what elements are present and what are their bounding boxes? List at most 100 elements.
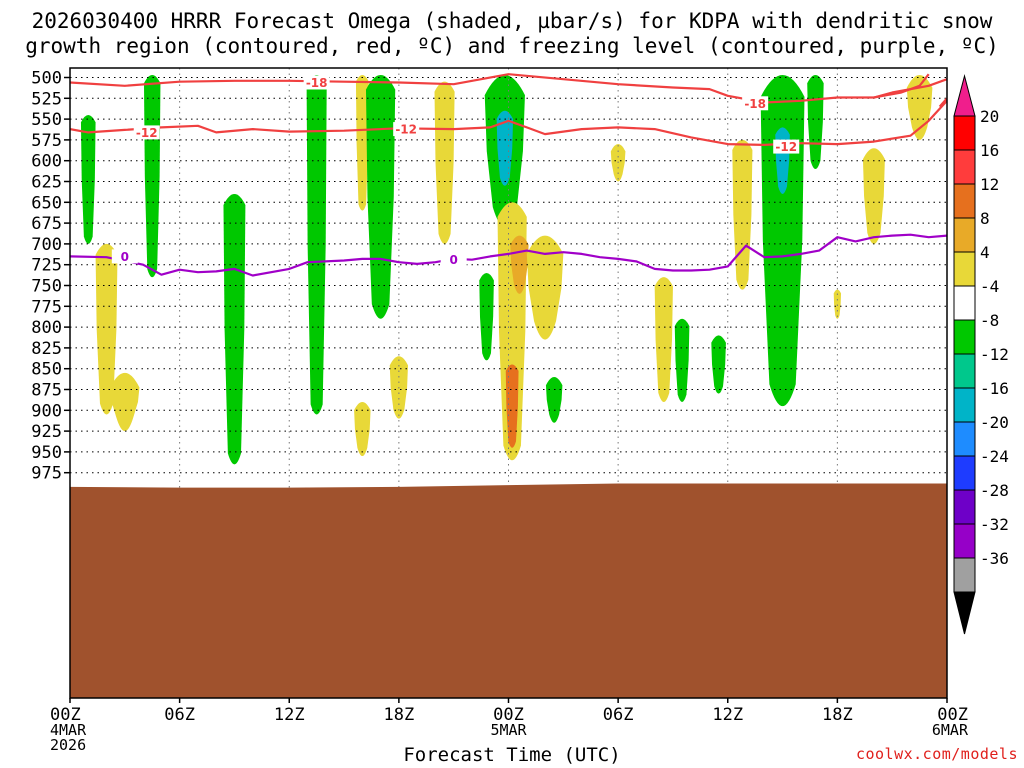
omega-shaded-region (80, 114, 96, 244)
contour-label-bg (742, 96, 769, 111)
colorbar-level-label: 16 (980, 141, 999, 160)
omega-shaded-region (354, 401, 371, 457)
y-tick-label: 875 (31, 381, 62, 401)
contour-label-bg (303, 75, 330, 90)
colorbar-swatch (953, 217, 976, 253)
omega-shaded-region (355, 75, 369, 211)
omega-shaded-region (223, 193, 246, 465)
gridlines (70, 68, 947, 698)
omega-shaded-region (479, 273, 494, 361)
colorbar-swatch (953, 149, 976, 185)
omega-shaded-region (110, 372, 140, 432)
colorbar: 20 16 12 8 4 -4 -8 -12 -16 -20 -24 -28 -32 -36 (953, 74, 1009, 635)
x-tick-label: 00Z (493, 705, 524, 725)
colorbar-level-label: -28 (980, 481, 1009, 500)
credit-text: coolwx.com/models (855, 745, 1018, 763)
omega-shaded-region (674, 318, 690, 402)
colorbar-level-label: -8 (980, 311, 999, 330)
colorbar-swatch (953, 455, 976, 491)
colorbar-level-label: -4 (980, 277, 999, 296)
chart-title-line-1: 2026030400 HRRR Forecast Omega (shaded, … (31, 9, 993, 33)
omega-shaded-region (545, 377, 563, 423)
y-tick-label: 800 (31, 318, 62, 338)
colorbar-level-label: 20 (980, 107, 999, 126)
x-tick-label: 00Z (937, 705, 968, 725)
contour-label: -12 (775, 140, 797, 154)
contour-label: -12 (136, 126, 158, 140)
colorbar-level-label: -32 (980, 515, 1009, 534)
colorbar-level-label: -12 (980, 345, 1009, 364)
y-tick-label: 725 (31, 256, 62, 276)
omega-shaded-region (862, 148, 885, 244)
omega-shading-layer (80, 75, 933, 465)
contour-line (70, 73, 947, 104)
x-tick-date-label: 6MAR (932, 721, 969, 739)
y-tick-label: 500 (31, 69, 62, 89)
x-tick-date-label: 2026 (50, 736, 86, 754)
contour-label: 0 (450, 253, 458, 267)
y-tick-label: 850 (31, 360, 62, 380)
y-tick-label: 625 (31, 173, 62, 193)
colorbar-swatch (953, 115, 976, 151)
terrain-ground (70, 483, 947, 698)
contour-line (70, 100, 947, 146)
colorbar-swatch (953, 421, 976, 457)
x-tick-label: 12Z (712, 705, 743, 725)
colorbar-swatch (953, 489, 976, 525)
contour-label-bg (393, 122, 420, 137)
y-tick-label: 975 (31, 464, 62, 484)
x-tick-date-label: 5MAR (490, 721, 527, 739)
omega-shaded-region (711, 335, 726, 394)
contour-layer: -18 -18 -12 -12 -12 0 0 (70, 73, 947, 277)
omega-shaded-region (807, 75, 824, 170)
colorbar-swatch (953, 353, 976, 389)
omega-shaded-region (95, 243, 118, 415)
colorbar-top-extension (953, 74, 976, 117)
colorbar-swatch (953, 285, 976, 321)
y-axis: 5005255505756006256506757007257507758008… (31, 69, 70, 484)
omega-shaded-region (143, 75, 161, 278)
x-tick-label: 00Z (50, 705, 81, 725)
y-tick-label: 925 (31, 422, 62, 442)
contour-line (873, 73, 930, 99)
colorbar-level-label: -16 (980, 379, 1009, 398)
contour-label: -18 (306, 76, 328, 90)
y-tick-label: 650 (31, 193, 62, 213)
terrain-layer (70, 483, 947, 698)
y-tick-label: 750 (31, 277, 62, 297)
chart-title-line-2: growth region (contoured, red, ºC) and f… (25, 34, 999, 58)
omega-shaded-region (365, 75, 396, 319)
y-tick-label: 575 (31, 131, 62, 151)
x-tick-label: 18Z (384, 705, 415, 725)
x-tick-date-label: 4MAR (50, 721, 87, 739)
y-tick-label: 675 (31, 214, 62, 234)
omega-shaded-region (526, 235, 564, 340)
colorbar-level-label: -20 (980, 413, 1009, 432)
contour-line (938, 97, 947, 108)
colorbar-swatch (953, 319, 976, 355)
contour-label: -18 (744, 97, 766, 111)
contour-label-bg (111, 249, 138, 264)
colorbar-level-label: 12 (980, 175, 999, 194)
colorbar-swatch (953, 183, 976, 219)
y-tick-label: 700 (31, 235, 62, 255)
omega-shaded-region (306, 75, 327, 415)
colorbar-level-label: -36 (980, 549, 1009, 568)
contour-label-bg (773, 139, 800, 154)
x-tick-label: 06Z (164, 705, 195, 725)
y-tick-label: 600 (31, 152, 62, 172)
omega-shaded-region (434, 81, 455, 244)
contour-label-bg (133, 125, 160, 140)
omega-shaded-region (760, 75, 805, 407)
colorbar-level-label: 4 (980, 243, 990, 262)
colorbar-bottom-extension (953, 591, 976, 635)
colorbar-swatch (953, 557, 976, 593)
contour-line (70, 233, 947, 277)
y-tick-label: 775 (31, 297, 62, 317)
contour-label-bg (440, 252, 467, 267)
x-axis-title: Forecast Time (UTC) (403, 744, 621, 766)
contour-label: -12 (395, 123, 417, 137)
y-tick-label: 900 (31, 401, 62, 421)
